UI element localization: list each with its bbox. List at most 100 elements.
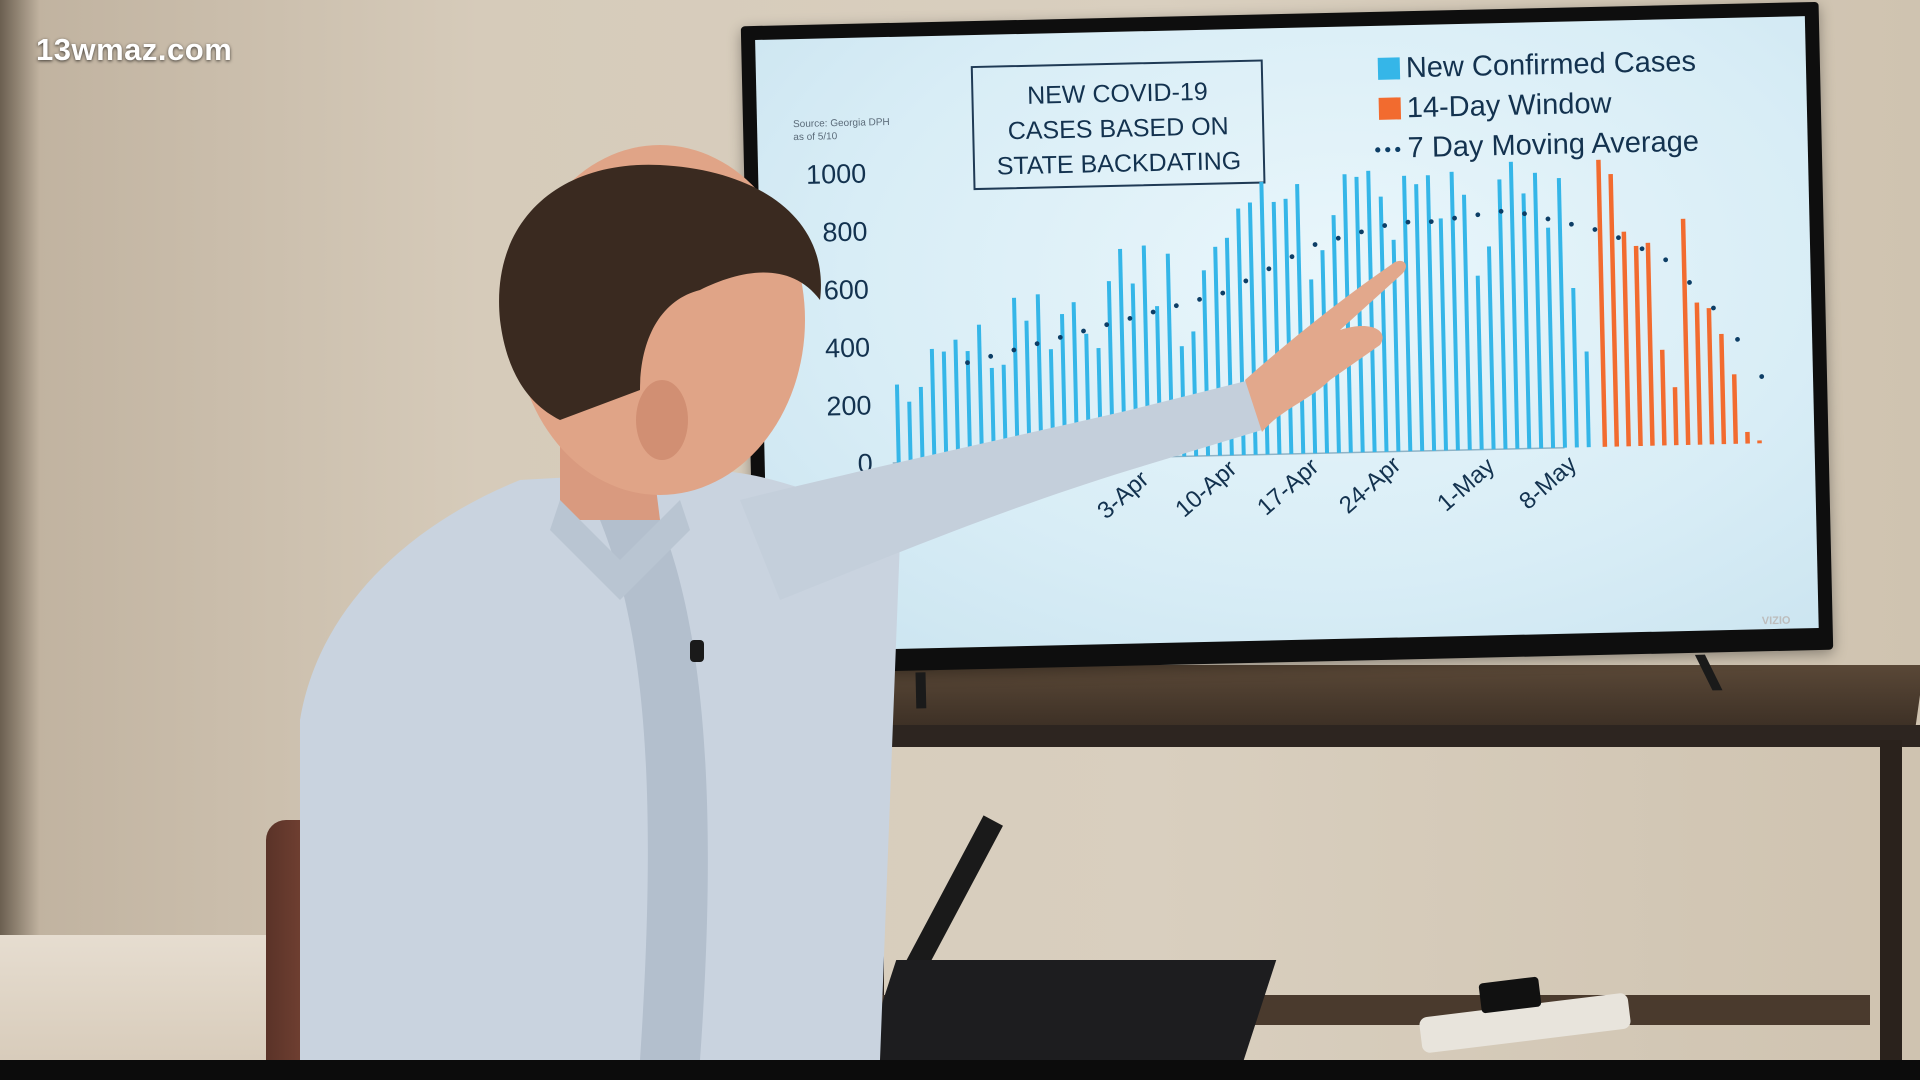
new-cases-bar: [1035, 294, 1044, 460]
x-tick-label: 3-Apr: [1092, 466, 1154, 525]
new-cases-bar: [989, 367, 996, 461]
new-cases-bar: [1331, 215, 1341, 453]
legend-label-14-day-window: 14-Day Window: [1406, 88, 1612, 125]
fourteen-day-window-bar: [1621, 231, 1631, 447]
moving-average-dot: [1382, 223, 1388, 228]
fourteen-day-window-bar: [1719, 333, 1727, 445]
new-cases-bar: [1001, 364, 1008, 461]
y-tick-label: 0: [857, 448, 873, 478]
new-cases-bar: [1213, 246, 1222, 456]
fourteen-day-window-bar: [1757, 440, 1762, 444]
moving-average-dot: [1569, 221, 1574, 227]
moving-average-dot: [1220, 290, 1226, 296]
x-tick-label: 10-Apr: [1170, 455, 1242, 523]
moving-average-dot: [1428, 219, 1434, 224]
new-cases-bars: [894, 161, 1591, 463]
new-cases-bar: [1546, 227, 1556, 449]
fourteen-day-window-bar: [1680, 218, 1691, 445]
new-cases-bar: [1236, 208, 1246, 456]
fourteen-day-window-bar: [1706, 308, 1715, 445]
new-cases-bar: [1271, 201, 1282, 455]
tv-table-leg-right: [1880, 740, 1902, 1060]
new-cases-bar: [1191, 331, 1199, 457]
new-cases-bar: [1071, 302, 1080, 459]
new-cases-bar: [1354, 176, 1365, 453]
wall-shadow: [0, 0, 40, 1060]
fourteen-day-window-bar: [1694, 302, 1703, 445]
broadcast-bottom-bar: [0, 1060, 1920, 1080]
new-cases-bar: [1141, 245, 1151, 458]
new-cases-bar: [976, 324, 985, 461]
new-cases-bar: [1438, 218, 1448, 451]
fourteen-day-window-bar: [1672, 387, 1679, 446]
moving-average-dot: [1312, 242, 1318, 247]
fourteen-day-window-bars: [1596, 159, 1762, 447]
moving-average-dot: [1289, 254, 1295, 260]
moving-average-dot: [1759, 374, 1765, 379]
new-cases-bar: [1486, 246, 1496, 450]
new-cases-bar: [1118, 248, 1127, 458]
x-tick-label: 8-May: [1514, 451, 1582, 515]
new-cases-bar: [1224, 237, 1234, 456]
moving-average-dot: [1011, 347, 1017, 353]
y-tick-label: 200: [826, 390, 872, 421]
moving-average-dot: [1663, 257, 1669, 263]
station-watermark: 13wmaz.com: [36, 32, 233, 67]
moving-average-dot: [1639, 246, 1645, 252]
new-cases-bar: [1532, 172, 1544, 449]
new-cases-bar: [1155, 306, 1163, 457]
new-cases-bar: [918, 386, 925, 463]
covid-cases-chart: NEW COVID-19 CASES BASED ON STATE BACKDA…: [793, 46, 1765, 525]
new-cases-bar: [1584, 351, 1591, 448]
chart-source-line-2: as of 5/10: [793, 131, 838, 143]
moving-average-dot: [1735, 336, 1740, 342]
tv-table-rail: [850, 725, 1920, 747]
new-cases-bar: [929, 348, 937, 463]
chart-source-line-1: Source: Georgia DPH: [793, 117, 890, 130]
moving-average-dot: [1616, 235, 1621, 241]
legend-label-moving-average: 7 Day Moving Average: [1407, 126, 1699, 165]
new-cases-bar: [1024, 320, 1032, 460]
new-cases-bar: [907, 401, 913, 463]
new-cases-bar: [1521, 193, 1532, 449]
fourteen-day-window-bar: [1731, 374, 1739, 444]
new-cases-bar: [1130, 283, 1139, 458]
legend-swatch-14-day-window: [1378, 97, 1402, 120]
new-cases-bar: [1475, 275, 1484, 450]
new-cases-bar: [1283, 198, 1294, 454]
new-cases-bar: [941, 351, 949, 462]
y-tick-label: 400: [825, 332, 871, 363]
moving-average-dot: [1687, 280, 1692, 285]
new-cases-bar: [1309, 279, 1318, 454]
moving-average-dot: [1081, 328, 1086, 334]
moving-average-dot: [1034, 341, 1040, 347]
laptop: [863, 960, 1277, 1060]
y-tick-label: 600: [823, 274, 869, 305]
moving-average-dot: [965, 360, 970, 366]
moving-average-dot: [1475, 212, 1481, 218]
new-cases-bar: [894, 384, 901, 463]
new-cases-bar: [1378, 196, 1389, 452]
legend-swatch-new-cases: [1377, 57, 1401, 80]
moving-average-dot: [1711, 305, 1716, 311]
fourteen-day-window-bar: [1633, 245, 1643, 447]
new-cases-bar: [1342, 174, 1353, 453]
moving-average-dot: [1104, 322, 1110, 328]
x-tick-label: 1-May: [1432, 453, 1500, 517]
tv-stand-left: [915, 672, 927, 709]
new-cases-bar: [1048, 349, 1056, 460]
new-cases-bar: [1201, 270, 1211, 456]
new-cases-bar: [1247, 202, 1258, 455]
x-tick-label: 17-Apr: [1252, 453, 1324, 521]
new-cases-bar: [1295, 183, 1306, 454]
chart-title-box: [970, 59, 1266, 191]
legend-label-new-cases: New Confirmed Cases: [1406, 46, 1697, 85]
new-cases-bar: [1556, 178, 1567, 448]
baseboard: [0, 935, 300, 1060]
new-cases-bar: [1320, 250, 1330, 454]
fourteen-day-window-bar: [1659, 349, 1667, 446]
chart-title-line-2: CASES BASED ON: [1007, 112, 1228, 145]
fourteen-day-window-bar: [1745, 431, 1750, 444]
new-cases-bar: [1508, 161, 1520, 449]
new-cases-bar: [1096, 348, 1103, 459]
